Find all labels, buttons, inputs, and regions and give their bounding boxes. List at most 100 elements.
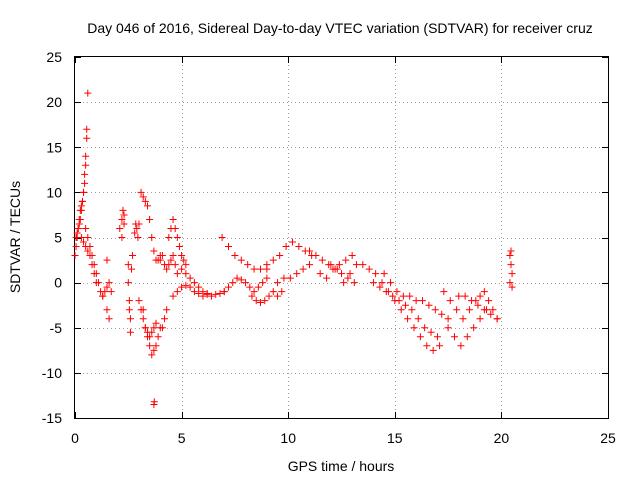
data-point — [382, 288, 390, 296]
data-point — [376, 283, 384, 291]
data-point — [342, 256, 350, 264]
data-point — [92, 279, 100, 287]
data-point — [476, 315, 484, 323]
x-tick-label: 15 — [387, 430, 403, 446]
data-point — [372, 270, 380, 278]
data-point — [148, 234, 156, 241]
series-band-11h-13h — [306, 247, 358, 287]
data-point — [135, 297, 143, 305]
data-point — [453, 306, 461, 314]
data-point — [103, 283, 111, 291]
data-point — [150, 324, 158, 332]
data-point — [82, 243, 90, 251]
series-cluster-1.5h — [99, 256, 115, 323]
data-point — [508, 270, 516, 278]
data-point — [167, 256, 175, 264]
x-tick-label: 5 — [178, 430, 186, 446]
data-point — [103, 256, 111, 264]
data-point — [446, 297, 454, 305]
data-point — [485, 297, 493, 305]
data-point — [163, 265, 171, 273]
data-point — [348, 252, 356, 260]
data-point — [265, 292, 273, 300]
series-dip-3.3h-b — [135, 297, 160, 341]
data-point — [295, 243, 303, 251]
data-point — [465, 306, 473, 314]
data-point — [83, 125, 91, 133]
data-point — [203, 290, 211, 298]
data-point — [480, 306, 488, 314]
data-point — [182, 270, 190, 278]
data-point — [80, 188, 88, 196]
data-point — [263, 274, 271, 282]
data-point — [280, 274, 288, 282]
series-descent-14h-17h-b — [369, 279, 441, 341]
data-point — [129, 252, 137, 260]
data-point — [150, 247, 158, 255]
data-point — [75, 215, 83, 223]
series-band-5h-7h-b — [169, 281, 211, 300]
data-point — [158, 252, 166, 260]
chart-title: Day 046 of 2016, Sidereal Day-to-day VTE… — [87, 20, 593, 36]
series-cluster-2.2h — [116, 206, 128, 241]
data-point — [333, 265, 341, 273]
data-point — [134, 234, 142, 241]
data-point — [233, 274, 241, 282]
data-point — [346, 270, 354, 278]
data-point — [143, 202, 151, 210]
data-point — [506, 252, 514, 260]
data-point — [105, 315, 113, 323]
data-point — [468, 297, 476, 305]
data-point — [508, 283, 516, 291]
data-point — [231, 252, 239, 260]
data-point — [146, 215, 154, 223]
data-point — [421, 324, 429, 332]
data-point — [158, 324, 166, 332]
data-point — [457, 342, 465, 350]
data-point — [169, 292, 177, 300]
data-point — [139, 193, 147, 201]
data-point — [169, 252, 177, 260]
data-point — [190, 288, 198, 296]
series-descent-14.5h-17.5h-c — [380, 270, 452, 323]
series-cluster-4.5h — [165, 215, 190, 269]
y-tick-label: 25 — [46, 49, 62, 65]
data-point — [436, 342, 444, 350]
data-point — [84, 234, 92, 241]
data-point — [404, 315, 412, 323]
y-tick-label: 5 — [54, 230, 62, 246]
series-cluster-17.5h — [440, 288, 480, 323]
x-tick-labels: 0 5 10 15 20 25 — [71, 430, 616, 446]
data-point — [163, 306, 171, 314]
data-point — [440, 288, 448, 296]
data-point — [242, 279, 250, 287]
data-point — [220, 288, 228, 296]
x-tick-label: 10 — [280, 430, 296, 446]
data-point — [195, 289, 203, 297]
data-point — [148, 328, 156, 336]
data-point — [195, 283, 203, 291]
data-point — [318, 256, 326, 264]
data-point — [316, 270, 324, 278]
data-point — [250, 265, 258, 273]
data-point — [244, 261, 252, 269]
data-point — [73, 229, 81, 237]
data-point — [178, 252, 186, 260]
data-point — [165, 234, 173, 241]
data-point — [463, 333, 471, 341]
data-point — [412, 297, 420, 305]
data-point — [141, 324, 149, 332]
data-point — [169, 215, 177, 223]
data-point — [139, 315, 147, 323]
data-point — [350, 279, 358, 287]
data-point — [103, 306, 111, 314]
data-point — [80, 238, 88, 246]
data-point — [124, 261, 132, 269]
data-point — [118, 234, 126, 241]
data-point — [288, 238, 296, 246]
series-cluster-2.8h — [131, 220, 143, 241]
series-band-9h-11h — [263, 238, 316, 273]
data-point — [256, 265, 264, 273]
x-axis-label: GPS time / hours — [288, 458, 395, 474]
